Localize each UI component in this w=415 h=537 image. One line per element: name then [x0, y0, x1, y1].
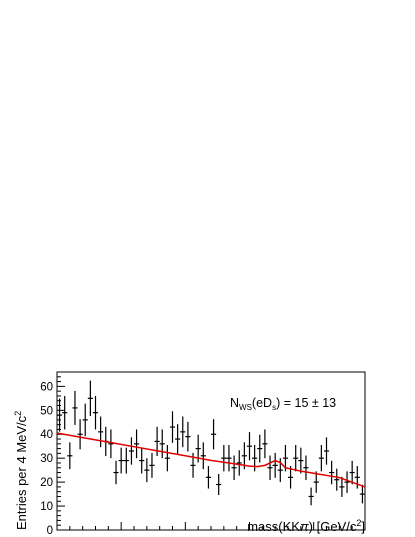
data-point: [205, 466, 211, 489]
data-point: [226, 445, 232, 472]
data-point: [329, 460, 335, 485]
y-axis-title-main: Entries per 4 MeV/c: [14, 415, 29, 530]
data-point: [67, 442, 73, 470]
x-axis-title-pi: π: [300, 519, 309, 534]
data-point: [200, 442, 206, 470]
x-axis-title-main: mass(KK: [247, 519, 300, 534]
y-tick-label: 0: [47, 525, 53, 537]
data-point: [72, 390, 78, 425]
data-point: [246, 432, 253, 461]
data-point: [288, 466, 294, 489]
x-axis-title-sup: 2: [356, 518, 361, 528]
data-point: [298, 447, 304, 474]
data-point: [221, 445, 227, 472]
annotation-paren: (eD: [252, 396, 272, 410]
data-point: [211, 419, 217, 450]
data-point: [323, 437, 330, 465]
annotation-rest: ) = 15 ± 13: [276, 396, 336, 410]
annotation-n-sub: WS: [239, 403, 252, 412]
x-axis-title-unit: ) [GeV/c: [309, 519, 357, 534]
data-point: [267, 455, 273, 480]
data-point: [185, 421, 191, 452]
data-point: [349, 460, 355, 485]
data-point: [144, 458, 150, 483]
data-point: [308, 487, 314, 506]
x-axis-title: mass(KKπ) [GeV/c2]: [247, 518, 365, 534]
data-point: [98, 416, 104, 448]
data-point: [252, 445, 258, 472]
data-point: [262, 429, 268, 459]
data-point: [216, 473, 222, 496]
data-point: [62, 395, 68, 430]
y-axis-title: Entries per 4 MeV/c2: [13, 411, 29, 530]
data-point: [113, 460, 119, 485]
data-point: [334, 468, 340, 491]
data-point: [149, 452, 155, 478]
y-tick-label: 20: [40, 477, 53, 489]
data-point: [293, 445, 299, 472]
data-point: [108, 429, 114, 459]
fit-curve: [56, 432, 366, 488]
y-tick-label: 30: [40, 453, 53, 465]
y-tick-label: 50: [40, 405, 53, 417]
data-point: [318, 445, 324, 472]
data-point: [128, 437, 134, 465]
data-point: [92, 395, 99, 430]
data-point: [175, 424, 181, 454]
data-point: [82, 403, 88, 437]
data-point: [87, 380, 93, 417]
y-axis-ticks: 0 10 20 30 40 50 60: [40, 376, 65, 537]
data-point: [180, 416, 186, 448]
data-point: [313, 471, 319, 493]
annotation-d-sub: s: [272, 403, 276, 412]
annotation: NWS(eDs) = 15 ± 13: [230, 396, 336, 412]
data-point: [159, 429, 165, 459]
data-point: [169, 411, 176, 443]
x-axis-title-close: ]: [361, 519, 365, 534]
data-points: [57, 380, 365, 506]
x-axis-ticks: 1.801.851.901.952.00: [56, 522, 366, 530]
data-point: [123, 447, 129, 474]
data-point: [134, 429, 140, 459]
data-point: [303, 455, 309, 480]
y-axis-title-sup: 2: [13, 411, 23, 416]
y-tick-label: 40: [40, 429, 53, 441]
y-tick-label: 60: [40, 381, 53, 393]
data-point: [231, 455, 237, 480]
data-point: [236, 450, 242, 476]
data-point: [344, 471, 350, 493]
data-point: [118, 447, 124, 474]
data-point: [164, 445, 170, 472]
y-tick-label: 10: [40, 501, 53, 513]
data-point: [272, 452, 278, 478]
annotation-n: N: [230, 396, 239, 410]
data-point: [57, 398, 63, 432]
data-point: [139, 447, 145, 474]
data-point: [77, 419, 83, 450]
data-point: [359, 484, 365, 504]
data-point: [339, 476, 345, 497]
data-point: [257, 434, 263, 463]
